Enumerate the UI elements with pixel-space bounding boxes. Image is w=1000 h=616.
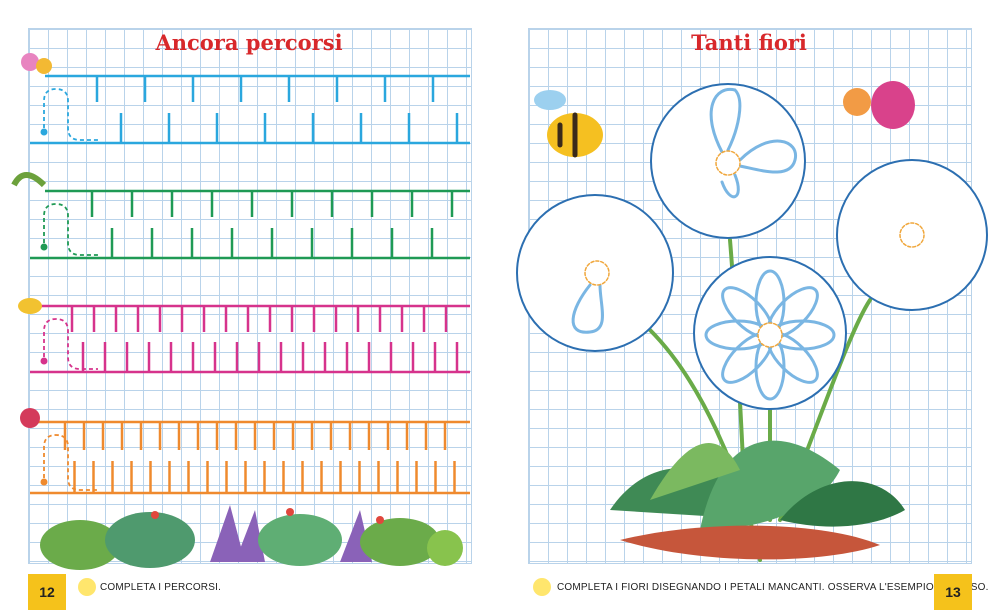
left-grid — [28, 28, 472, 564]
dashed-guide — [43, 88, 98, 141]
page-title: Tanti fiori — [691, 30, 807, 55]
pencil-icon — [533, 578, 551, 596]
start-dot — [40, 128, 48, 136]
start-dot — [40, 357, 48, 365]
flower-art — [516, 81, 988, 562]
start-dot — [40, 478, 48, 486]
instruction: COMPLETA I PERCORSI. — [100, 582, 222, 593]
instruction: COMPLETA I FIORI DISEGNANDO I PETALI MAN… — [557, 582, 989, 593]
start-dot — [40, 243, 48, 251]
critters — [11, 53, 52, 428]
dashed-guide — [43, 203, 98, 256]
dashed-guide — [43, 434, 98, 491]
dashed-guide — [43, 318, 98, 370]
page-number: 13 — [934, 574, 972, 610]
page-number: 12 — [28, 574, 66, 610]
pencil-icon — [78, 578, 96, 596]
page-title: Ancora percorsi — [155, 30, 343, 55]
bushes — [40, 505, 463, 570]
